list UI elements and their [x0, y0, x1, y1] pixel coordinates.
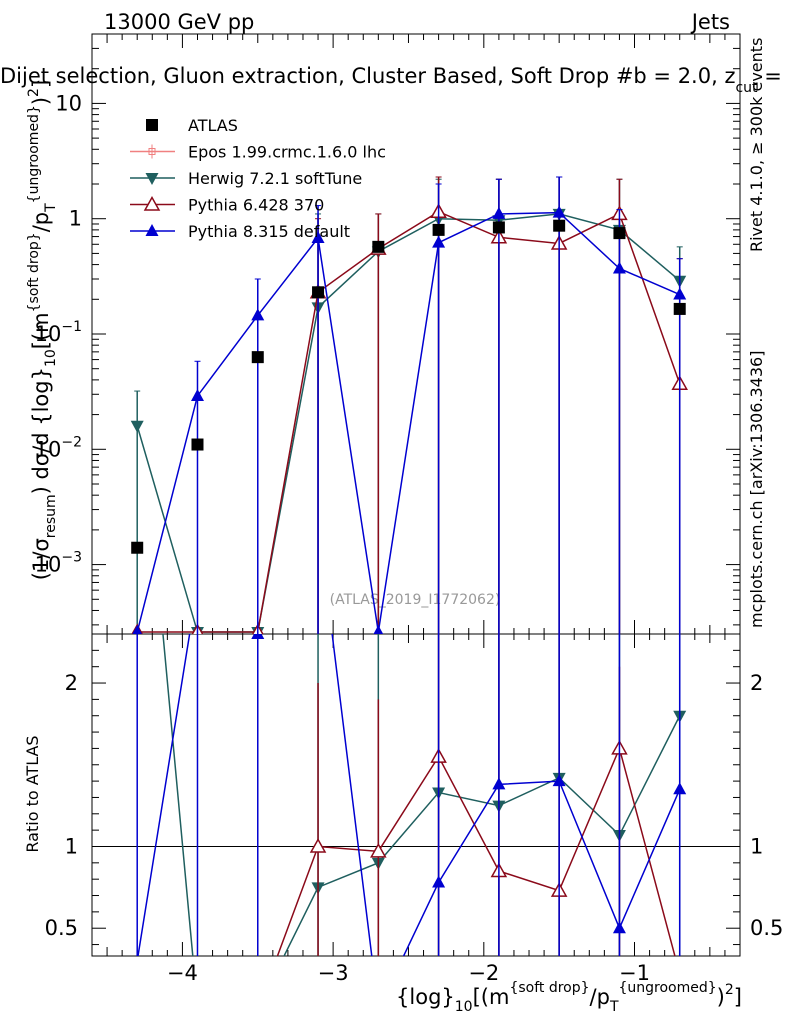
- data-point-pythia8: [612, 261, 626, 274]
- y-tick-label-bottom: 0.5: [45, 916, 78, 940]
- category-label: Jets: [690, 10, 730, 34]
- ratio-point-pythia6: [673, 967, 687, 980]
- data-point-pythia8: [373, 625, 384, 634]
- series-line-pythia8: [136, 211, 681, 633]
- ratio-point-herwig: [191, 1002, 204, 1014]
- data-point-atlas: [191, 438, 204, 451]
- data-point-atlas: [553, 219, 566, 232]
- data-point-pythia8: [492, 206, 506, 219]
- data-point-pythia8: [311, 231, 325, 244]
- ratio-point-pythia8: [136, 953, 139, 956]
- ratio-series-pythia6: [130, 634, 687, 1015]
- ratio-line-pythia8: [137, 634, 681, 956]
- y-tick-label-bottom: 2: [65, 671, 78, 695]
- ratio-point-pythia8: [251, 634, 265, 639]
- ratio-point-herwig: [251, 1004, 264, 1016]
- ratio-series-pythia8: [136, 634, 687, 1014]
- series-line-pythia6: [137, 210, 681, 633]
- analysis-id: (ATLAS_2019_I1772062): [330, 592, 501, 608]
- ratio-point-pythia8: [492, 777, 506, 790]
- data-point-atlas: [492, 221, 505, 234]
- y-tick-label-top: 10−1: [35, 319, 82, 346]
- rivet-label: Rivet 4.1.0, ≥ 300k events: [747, 38, 766, 252]
- legend-marker: [143, 195, 161, 211]
- ratio-point-pythia8: [552, 774, 566, 787]
- data-point-pythia8: [190, 388, 204, 401]
- legend-marker: [145, 224, 159, 236]
- y-tick-label-bottom-right: 1: [750, 834, 763, 858]
- series-pythia6: [131, 176, 689, 634]
- legend-label: ATLAS: [188, 116, 238, 135]
- data-point-pythia8: [432, 235, 446, 248]
- x-tick-label: −3: [318, 961, 349, 985]
- legend-entry-atlas: ATLAS: [146, 116, 238, 135]
- ratio-point-pythia8: [432, 875, 446, 888]
- data-point-pythia8: [251, 308, 265, 321]
- y-tick-label-bottom-right: 0.5: [750, 916, 783, 940]
- ratio-point-pythia6: [309, 837, 327, 853]
- ratio-line-herwig: [162, 634, 681, 956]
- legend-entry-herwig: Herwig 7.2.1 softTune: [130, 169, 362, 188]
- ratio-point-pythia6: [251, 1002, 265, 1015]
- ratio-point-pythia6: [190, 1002, 204, 1015]
- data-point-atlas: [131, 541, 144, 554]
- x-tick-label: −2: [468, 961, 499, 985]
- y-tick-label-top: 10: [55, 91, 82, 115]
- x-tick-label: −1: [619, 961, 650, 985]
- data-point-pythia8: [673, 287, 687, 300]
- legend-entry-epos: Epos 1.99.crmc.1.6.0 lhc: [130, 143, 386, 162]
- ratio-point-herwig: [131, 351, 144, 363]
- legend-label: Herwig 7.2.1 softTune: [188, 169, 362, 188]
- legend-marker: [145, 173, 159, 185]
- ratio-line-pythia6: [276, 746, 676, 956]
- y-tick-label-bottom-right: 2: [750, 671, 763, 695]
- ratio-point-pythia8: [612, 921, 626, 934]
- legend-entry-pythia6: Pythia 6.428 370: [130, 196, 324, 215]
- series-line-herwig: [136, 213, 681, 633]
- legend-entry-pythia8: Pythia 8.315 default: [130, 222, 350, 241]
- y-tick-label-bottom: 1: [65, 834, 78, 858]
- data-point-pythia8: [132, 625, 143, 634]
- data-point-herwig: [130, 420, 144, 433]
- y-tick-label-top: 10−2: [35, 434, 82, 461]
- series-atlas: [131, 219, 686, 554]
- x-tick-label: −4: [167, 961, 198, 985]
- legend-label: Pythia 8.315 default: [188, 222, 350, 241]
- data-point-pythia8: [552, 205, 566, 218]
- ratio-point-pythia8: [372, 1002, 385, 1014]
- legend-marker: [146, 119, 158, 131]
- ratio-point-pythia6: [130, 1002, 144, 1015]
- ratio-series-herwig: [131, 351, 687, 1016]
- data-point-atlas: [432, 223, 445, 236]
- mcplots-label: mcplots.cern.ch [arXiv:1306.3436]: [747, 351, 766, 628]
- legend-label: Epos 1.99.crmc.1.6.0 lhc: [188, 143, 386, 162]
- x-axis-label: {log}10[(m{soft drop}/pT{ungroomed})2]: [396, 980, 742, 1015]
- chart-title-tail: =: [758, 64, 782, 88]
- legend-label: Pythia 6.428 370: [188, 196, 324, 215]
- data-point-atlas: [673, 302, 686, 315]
- data-point-atlas: [613, 227, 626, 240]
- ratio-panel-frame: [91, 633, 741, 957]
- ratio-point-pythia8: [673, 782, 687, 795]
- ratio-point-pythia6: [370, 842, 387, 858]
- series-pythia8: [132, 176, 687, 634]
- energy-label: 13000 GeV pp: [104, 10, 254, 34]
- y-axis-label-bottom: Ratio to ATLAS: [23, 735, 42, 852]
- y-tick-label-top: 10−3: [35, 550, 82, 577]
- y-tick-label-top: 1: [69, 207, 82, 231]
- svg-text:{log}10[(m{soft drop}/pT{ungro: {log}10[(m{soft drop}/pT{ungroomed})2]: [396, 980, 742, 1015]
- chart-title-sub: cut: [735, 80, 758, 96]
- series-herwig: [130, 176, 687, 634]
- data-point-atlas: [372, 240, 385, 253]
- data-point-atlas: [312, 286, 325, 299]
- chart-title: Dijet selection, Gluon extraction, Clust…: [0, 64, 782, 96]
- data-point-atlas: [251, 351, 264, 364]
